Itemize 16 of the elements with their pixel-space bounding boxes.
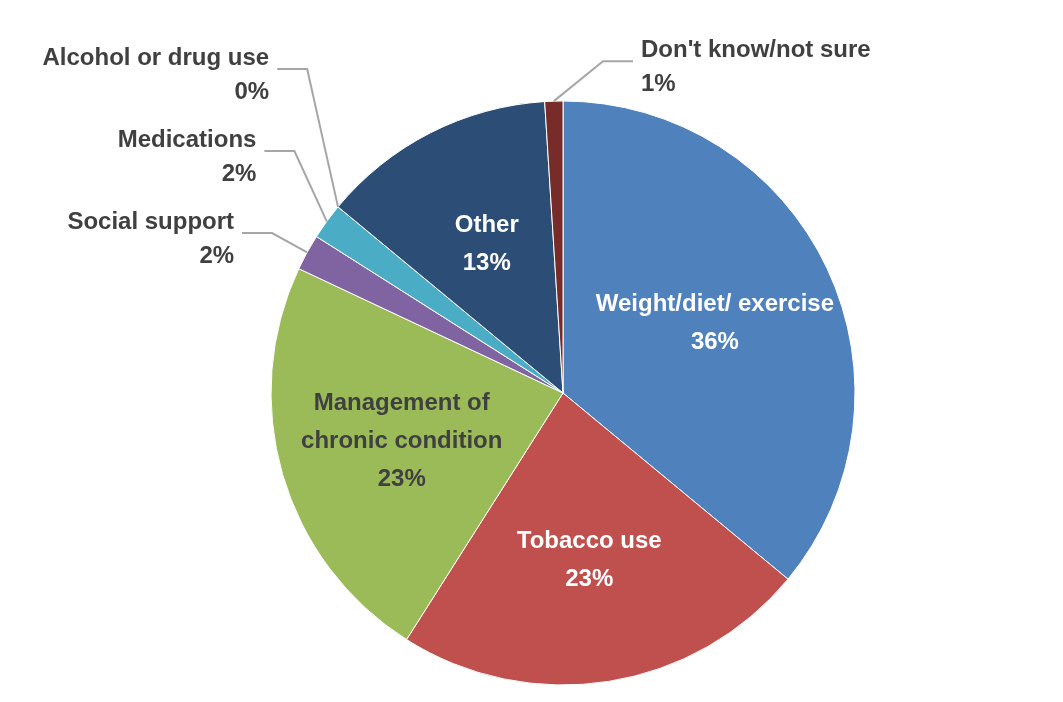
data-label: 2% [199,241,235,269]
data-label: 13% [462,248,511,276]
data-label: 36% [690,326,739,354]
data-label: 23% [377,463,426,491]
slice-label: Management of chronic condition [301,387,503,453]
data-label: 1% [641,69,676,97]
data-label: 2% [221,159,257,187]
slice-label: Other [454,210,519,238]
slice-label: Weight/diet/ exercise [595,288,835,316]
data-label: 23% [565,563,614,591]
slice-label: Medications [117,125,257,153]
slice-label: Don't know/not sure [641,35,871,63]
text: 0% [234,77,270,105]
category-label: Alcohol or drug use [42,43,270,71]
slice-label: Tobacco use [516,525,662,553]
slice-label: Social support [67,207,235,235]
